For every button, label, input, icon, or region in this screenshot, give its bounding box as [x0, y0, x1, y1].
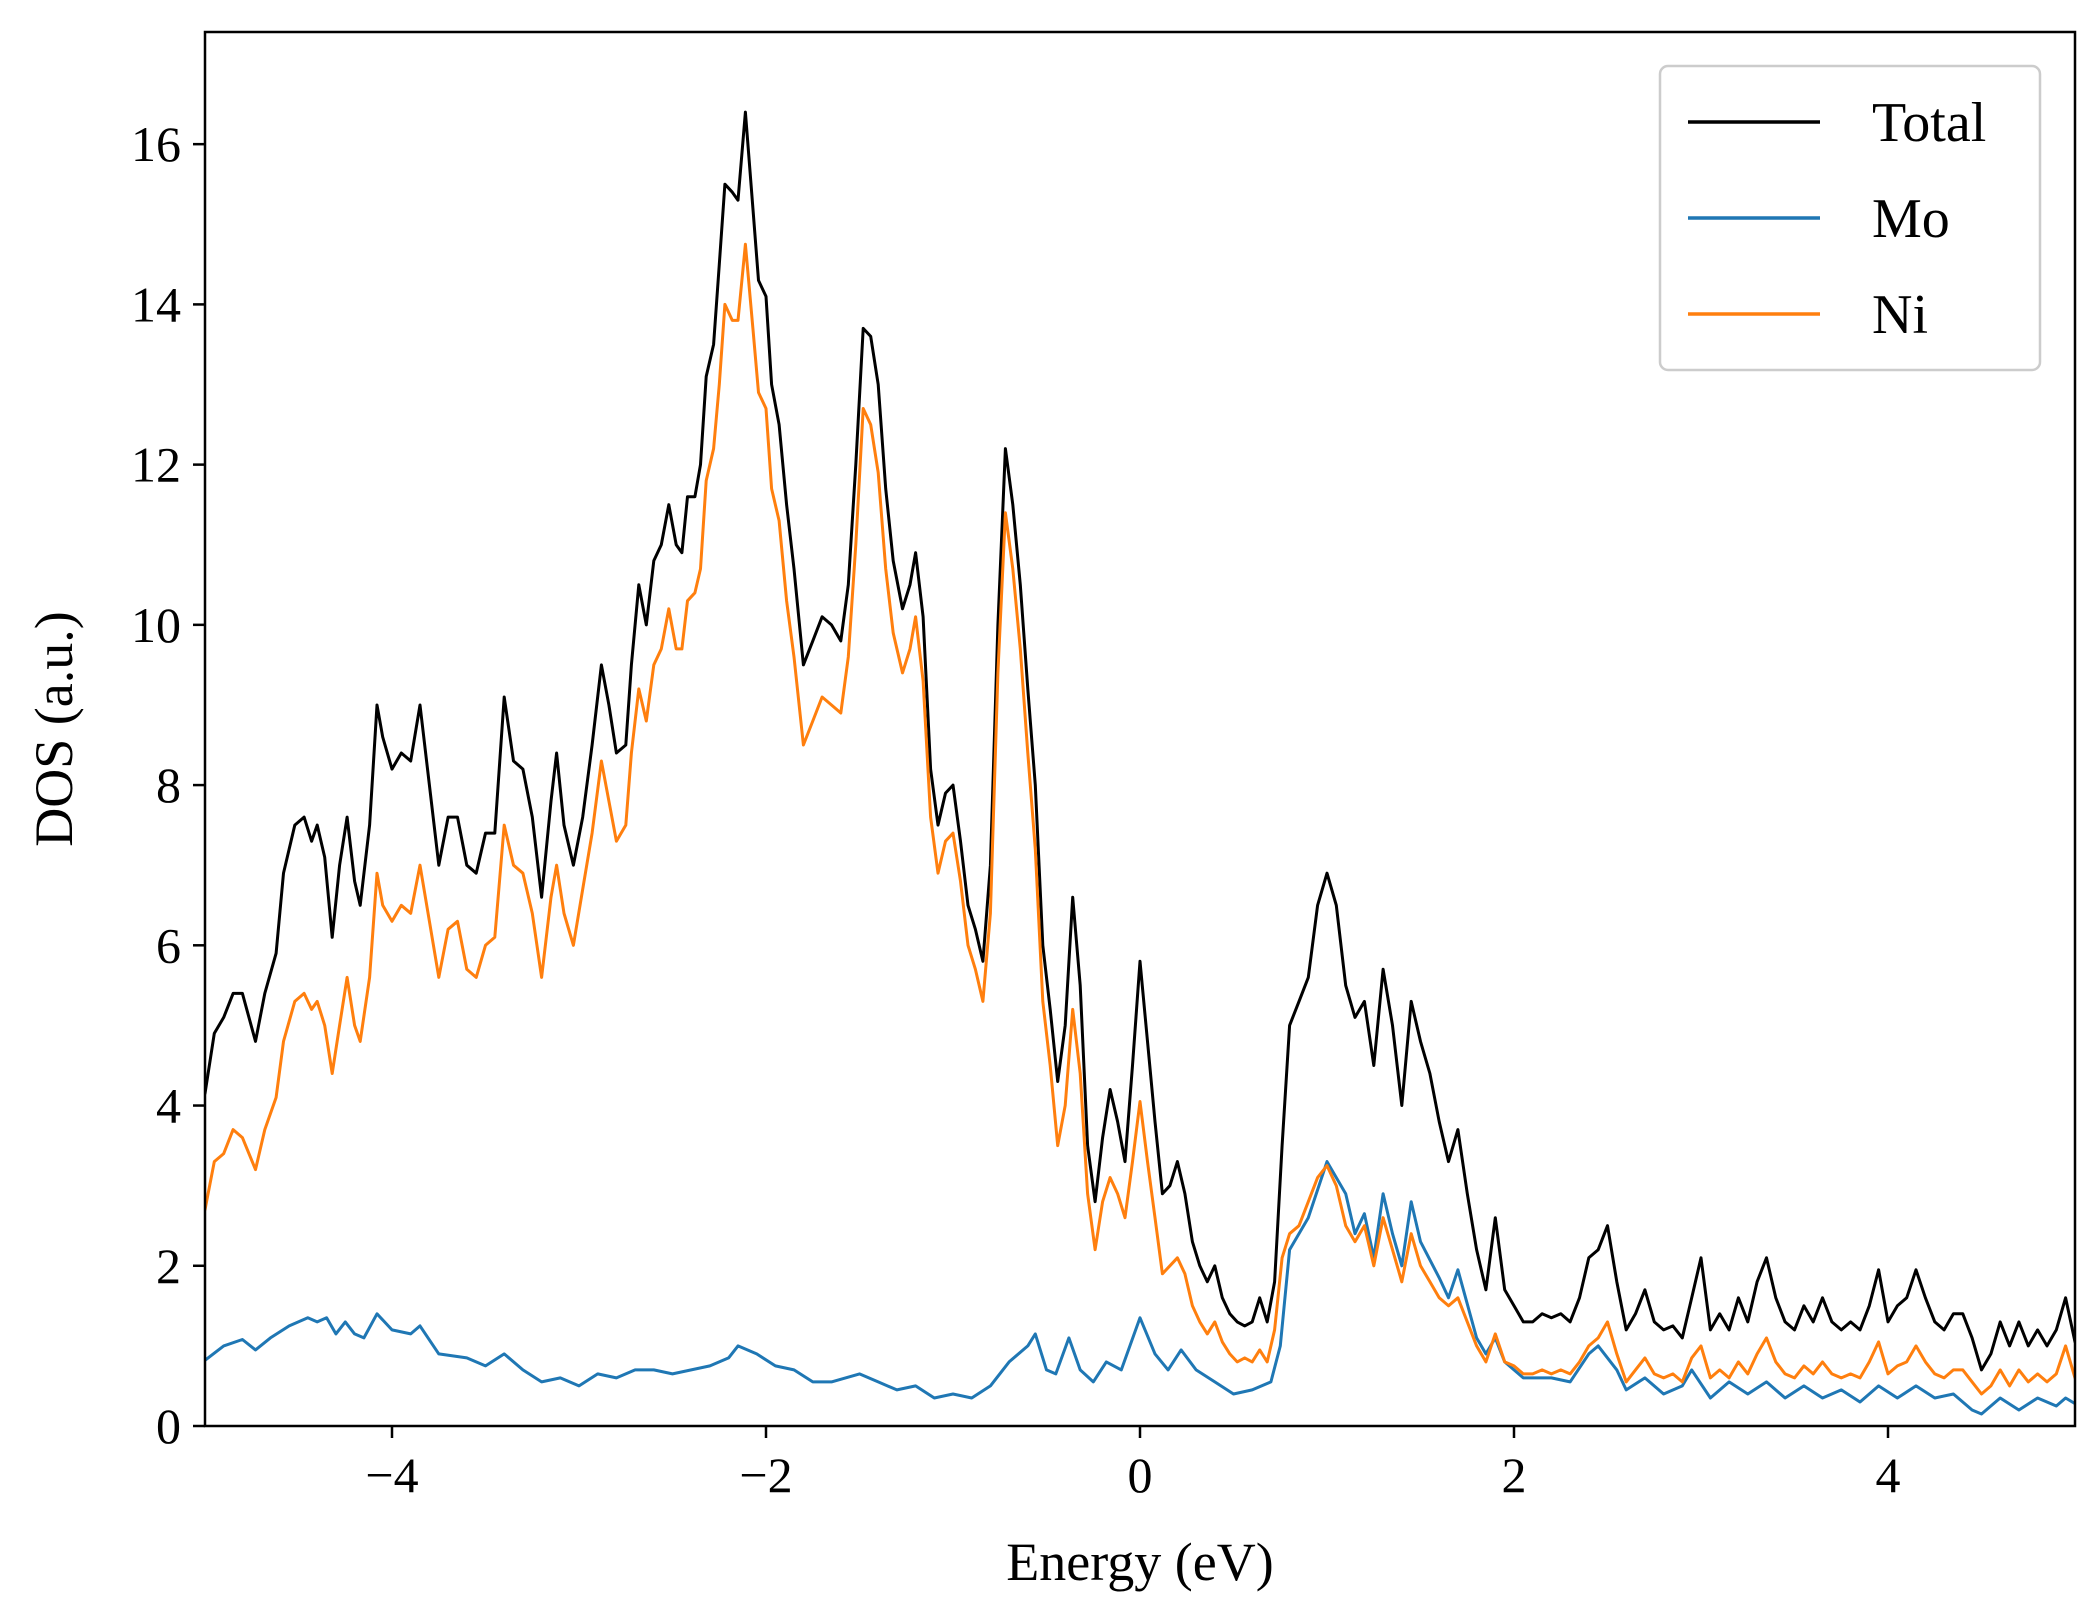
y-tick-label: 2: [156, 1238, 181, 1294]
y-tick-label: 0: [156, 1398, 181, 1454]
legend: Total Mo Ni: [1658, 64, 2042, 372]
legend-label-ni: Ni: [1872, 284, 1928, 346]
y-axis-ticks: 0 2 4 6 8 10 12 14 16: [131, 116, 205, 1454]
y-tick-label: 6: [156, 917, 181, 973]
x-tick-label: −4: [365, 1447, 418, 1503]
x-tick-label: 2: [1502, 1447, 1527, 1503]
series-layer: [205, 110, 2075, 1416]
y-tick-label: 4: [156, 1078, 181, 1134]
y-tick-label: 8: [156, 757, 181, 813]
x-axis-label: Energy (eV): [1006, 1532, 1273, 1592]
x-tick-label: 4: [1876, 1447, 1901, 1503]
x-tick-label: −2: [739, 1447, 792, 1503]
y-tick-label: 12: [131, 437, 181, 493]
y-tick-label: 16: [131, 116, 181, 172]
x-axis-ticks: −4 −2 0 2 4: [365, 1426, 1901, 1503]
y-tick-label: 10: [131, 597, 181, 653]
y-axis-label: DOS (a.u.): [24, 611, 84, 846]
series-line-ni: [205, 242, 2075, 1396]
legend-box: [1658, 64, 2042, 372]
legend-label-total: Total: [1872, 92, 1986, 154]
legend-label-mo: Mo: [1872, 188, 1950, 250]
y-tick-label: 14: [131, 276, 181, 332]
series-line-mo: [205, 1160, 2075, 1416]
series-line-total: [205, 110, 2075, 1372]
x-tick-label: 0: [1128, 1447, 1153, 1503]
